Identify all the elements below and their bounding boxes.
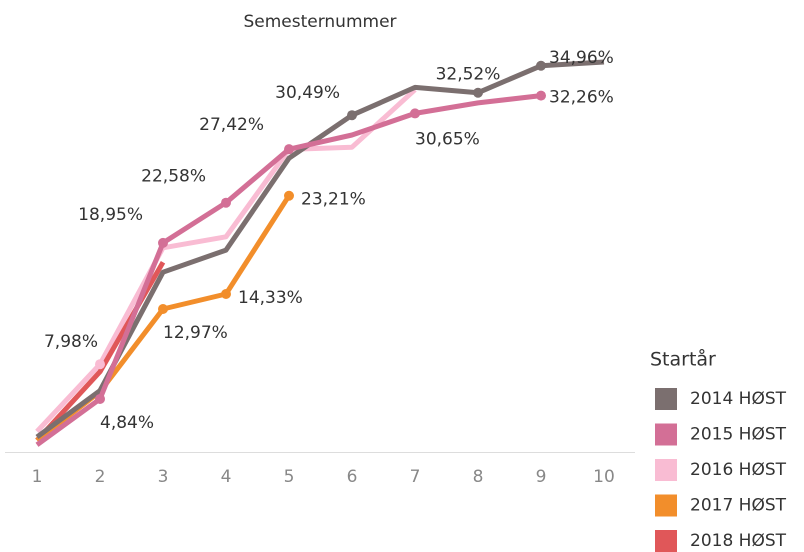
point	[473, 87, 483, 98]
legend-label: 2015 HØST	[690, 425, 787, 445]
point	[95, 393, 105, 404]
x-tick-label: 8	[473, 467, 484, 487]
x-tick-label: 4	[221, 467, 232, 487]
data-label: 30,49%	[275, 83, 340, 103]
x-tick-label: 1	[32, 467, 43, 487]
data-label: 4,84%	[100, 413, 154, 433]
legend-swatch	[655, 530, 677, 552]
point	[221, 288, 231, 299]
point	[158, 304, 168, 315]
legend-label: 2018 HØST	[690, 531, 787, 551]
legend-title: Startår	[650, 348, 716, 371]
point	[284, 190, 294, 201]
data-label: 27,42%	[199, 115, 264, 135]
data-label: 22,58%	[141, 167, 206, 187]
data-label: 12,97%	[163, 323, 228, 343]
point	[410, 108, 420, 119]
point	[284, 144, 294, 155]
data-label: 32,52%	[436, 65, 501, 85]
legend-label: 2016 HØST	[690, 460, 787, 480]
data-label: 23,21%	[301, 190, 366, 210]
line-series	[35, 59, 605, 440]
x-tick-label: 9	[536, 467, 547, 487]
point	[221, 197, 231, 208]
legend-swatch	[655, 494, 677, 517]
legend-swatch	[655, 388, 677, 410]
point	[347, 110, 357, 121]
data-label: 7,98%	[44, 332, 98, 352]
legend-label: 2017 HØST	[690, 496, 787, 516]
legend-swatch	[655, 423, 677, 446]
data-label: 18,95%	[78, 205, 143, 225]
x-tick-label: 2	[95, 467, 106, 487]
x-tick-label: 10	[593, 467, 615, 487]
x-tick-label: 7	[410, 467, 421, 487]
data-label: 34,96%	[549, 48, 614, 68]
x-tick-label: 3	[158, 467, 169, 487]
point	[158, 237, 168, 248]
line-series	[35, 194, 292, 443]
chart-title: Semesternummer	[243, 12, 396, 32]
legend-label: 2014 HØST	[690, 389, 787, 409]
point	[536, 60, 546, 71]
point	[536, 90, 546, 101]
data-label: 32,26%	[549, 88, 614, 108]
data-label: 30,65%	[415, 129, 480, 149]
x-tick-label: 6	[347, 467, 358, 487]
legend-swatch	[655, 459, 677, 481]
x-tick-label: 5	[284, 467, 295, 487]
point	[95, 359, 105, 370]
data-label: 14,33%	[238, 288, 303, 308]
